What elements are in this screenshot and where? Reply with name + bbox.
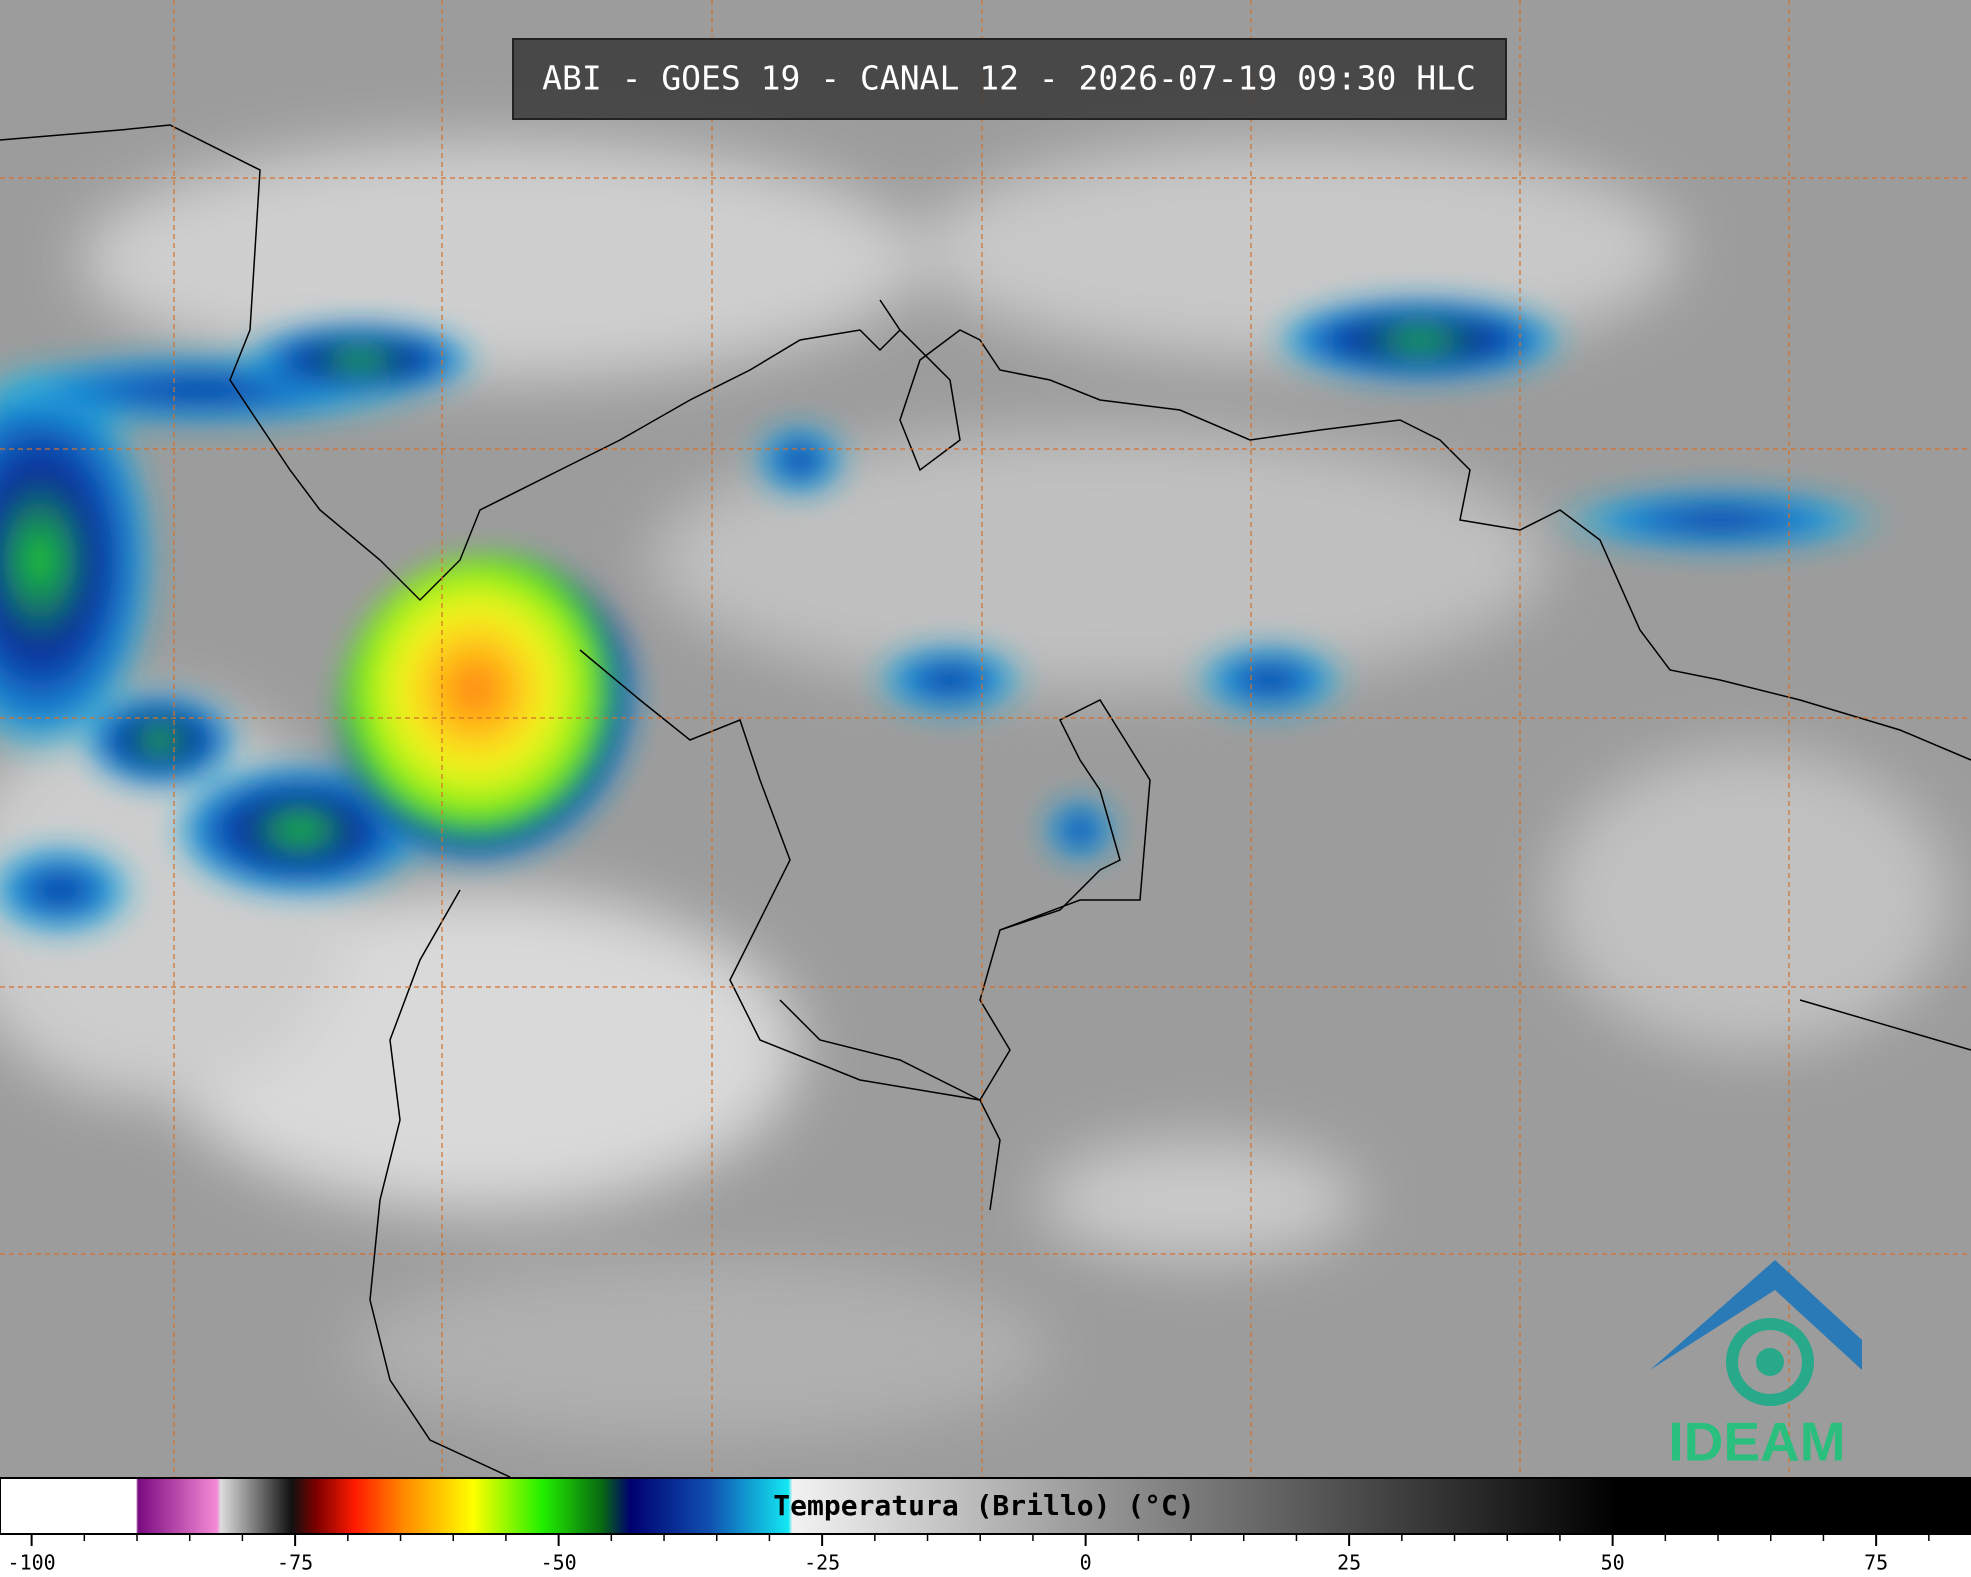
tick-label: 0 bbox=[1080, 1551, 1092, 1575]
title-box bbox=[512, 38, 1507, 120]
title: ABI - GOES 19 - CANAL 12 - 2026-07-19 09… bbox=[542, 59, 1476, 98]
tick-label: -75 bbox=[277, 1551, 313, 1575]
tick-label: -25 bbox=[804, 1551, 840, 1575]
map-image bbox=[0, 0, 1971, 1478]
tick-label: 50 bbox=[1601, 1551, 1625, 1575]
graticule bbox=[0, 0, 1971, 1477]
colorbar-label: Temperatura (Brillo) (°C) bbox=[773, 1489, 1194, 1522]
logo: IDEAM bbox=[1650, 1260, 1862, 1473]
colorbar-axis: -100 -75 -50 -25 0 25 50 75 bbox=[8, 1534, 1930, 1575]
logo-text: IDEAM bbox=[1668, 1411, 1845, 1473]
coastlines bbox=[0, 124, 1971, 1478]
tick-label: 75 bbox=[1864, 1551, 1888, 1575]
tick-label: 25 bbox=[1337, 1551, 1361, 1575]
colorbar bbox=[0, 1477, 1971, 1535]
tick-label: -50 bbox=[541, 1551, 577, 1575]
tick-label: -100 bbox=[8, 1551, 56, 1575]
